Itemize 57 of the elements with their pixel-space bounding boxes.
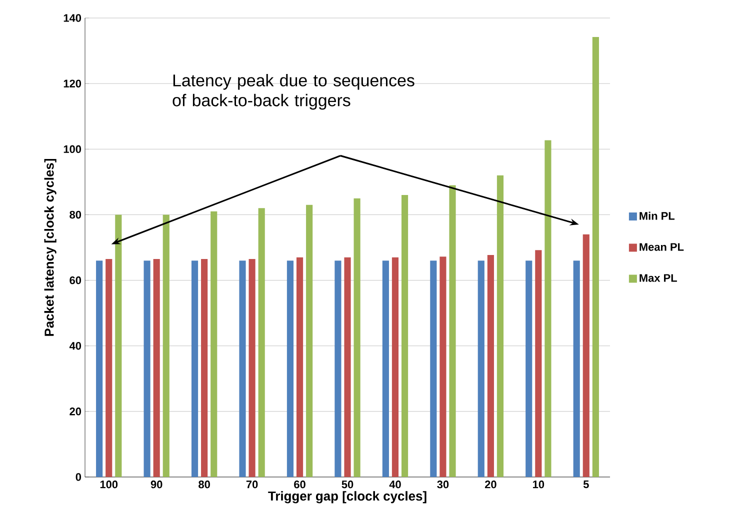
bar: [526, 260, 532, 477]
x-tick-label: 20: [484, 480, 496, 488]
bar: [401, 195, 408, 477]
bar: [496, 175, 504, 477]
bar: [248, 258, 256, 477]
legend-label: Min PL: [640, 212, 675, 220]
y-tick-label: 80: [70, 210, 82, 219]
bar: [162, 214, 170, 477]
x-tick-label: 5: [583, 480, 589, 488]
bar: [544, 140, 552, 477]
bar: [191, 260, 198, 477]
x-tick-label: 60: [294, 480, 306, 488]
bar: [201, 258, 208, 477]
x-tick-label: 10: [533, 480, 544, 488]
x-tick-label: 90: [150, 480, 162, 488]
bar: [286, 260, 294, 477]
bar: [582, 234, 590, 477]
y-axis-title: Packet latency [clock cycles]: [44, 158, 56, 336]
legend-label: Max PL: [640, 274, 677, 282]
bar: [592, 37, 599, 477]
y-tick-label: 40: [69, 342, 82, 350]
bar: [239, 260, 246, 477]
bar: [354, 198, 360, 477]
bar: [96, 260, 103, 477]
bar: [430, 260, 437, 477]
y-tick-label: 0: [76, 473, 82, 481]
bar: [106, 258, 112, 477]
bar: [210, 211, 218, 477]
bar: [258, 208, 265, 477]
bar: [382, 260, 389, 477]
bar: [449, 185, 456, 477]
bar: [144, 260, 150, 477]
x-tick-label: 50: [342, 480, 354, 488]
y-tick-label: 60: [70, 276, 82, 284]
x-tick-label: 40: [389, 480, 401, 488]
bar: [440, 256, 446, 477]
bar: [334, 260, 342, 477]
x-tick-label: 30: [437, 480, 449, 488]
x-tick-label: 100: [100, 480, 118, 488]
bar: [306, 204, 313, 477]
x-tick-label: 80: [198, 480, 210, 488]
y-tick-label: 100: [64, 145, 82, 154]
x-tick-label: 70: [246, 480, 258, 488]
bar: [296, 257, 304, 477]
bar: [153, 258, 160, 477]
bar: [487, 255, 494, 477]
bar: [392, 257, 399, 477]
bar: [573, 260, 580, 477]
y-tick-label: 20: [70, 408, 82, 416]
x-axis-title: Trigger gap [clock cycles]: [268, 491, 426, 504]
bar: [478, 260, 484, 477]
y-tick-label: 140: [64, 14, 82, 22]
annotation: Latency peak due to sequences of back-to-back triggers: [172, 74, 414, 110]
y-tick-label: 120: [64, 80, 82, 88]
bar: [344, 257, 351, 477]
bar: [535, 250, 542, 477]
legend-label: Mean PL: [640, 243, 684, 251]
